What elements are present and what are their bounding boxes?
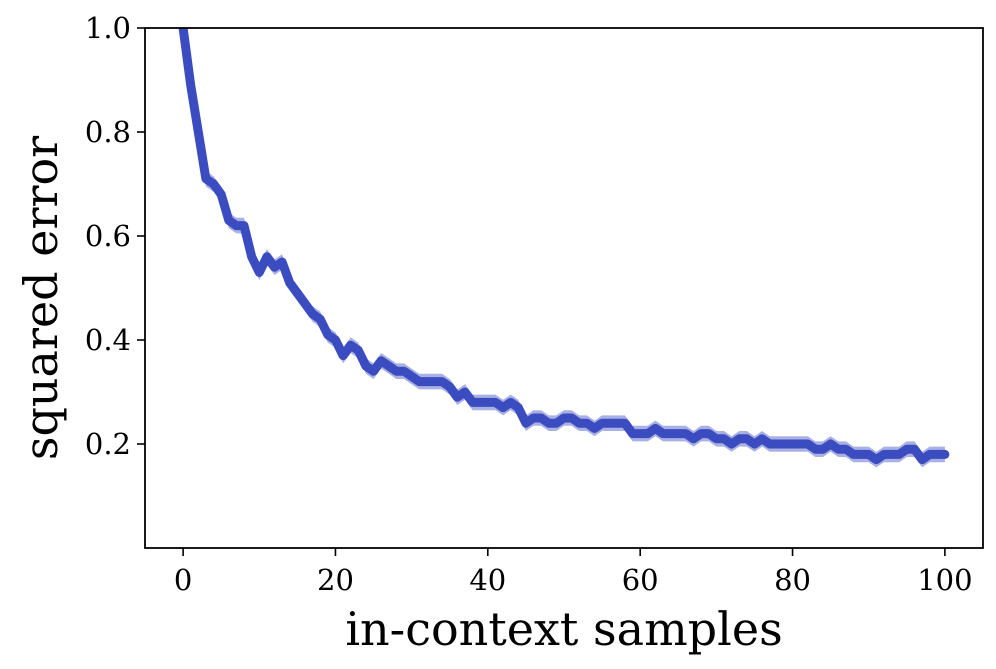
x-tick-label: 0 [174, 563, 192, 597]
y-tick-label: 0.8 [85, 115, 131, 149]
x-axis: 0 20 40 60 80 100 [174, 548, 973, 597]
y-tick-label: 0.4 [85, 323, 131, 357]
x-tick-label: 40 [469, 563, 506, 597]
x-tick-label: 80 [774, 563, 811, 597]
y-tick-label: 1.0 [85, 11, 131, 45]
axes-frame [144, 27, 984, 549]
y-tick-label: 0.6 [85, 219, 131, 253]
series-0-line [178, 28, 950, 465]
y-axis: 0.2 0.4 0.6 0.8 1.0 [85, 11, 145, 461]
x-tick-label: 20 [317, 563, 354, 597]
x-axis-label: in-context samples [345, 602, 782, 656]
x-tick-label: 60 [622, 563, 659, 597]
y-axis-label: squared error [14, 136, 68, 460]
plot-area [178, 28, 950, 468]
x-tick-label: 100 [917, 563, 972, 597]
series-0-band [183, 28, 945, 468]
y-tick-label: 0.2 [85, 427, 131, 461]
